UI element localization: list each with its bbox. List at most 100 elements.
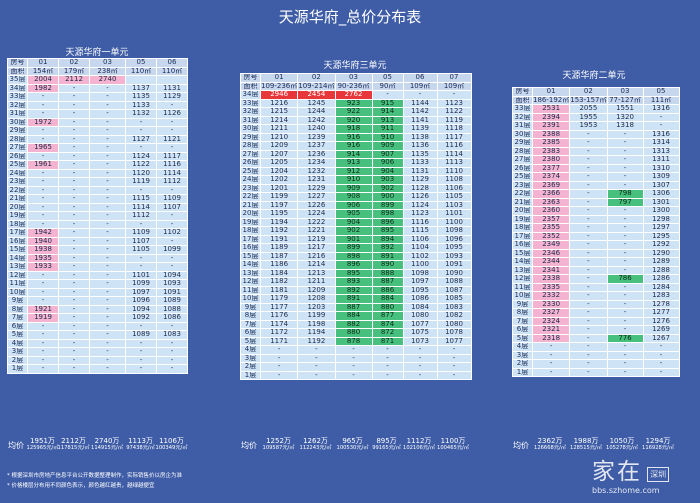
price-cell: 2377 [531, 163, 571, 173]
price-cell: 1239 [297, 132, 336, 142]
price-cell: - [58, 245, 90, 255]
price-cell: 1307 [642, 180, 680, 190]
price-cell: 910 [371, 132, 404, 142]
price-cell: 1234 [297, 158, 336, 168]
price-cell: 1204 [259, 166, 299, 176]
price-cell: 1176 [259, 311, 299, 321]
price-cell: 1091 [156, 287, 188, 297]
page-title: 天源华府_总价分布表 [278, 8, 422, 26]
avg-unit-price: 126668元/㎡ [534, 445, 566, 451]
price-cell: 2363 [531, 197, 571, 207]
price-cell: - [436, 345, 472, 355]
unit-area: 109-236㎡ [259, 81, 299, 91]
price-cell: - [89, 338, 126, 348]
price-cell: - [642, 342, 680, 352]
block-title: 天源华府一单元 [65, 48, 129, 58]
avg-label: 均价 [241, 441, 257, 450]
price-cell: 877 [371, 311, 404, 321]
avg-unit-price: 100530元/㎡ [336, 445, 369, 451]
price-cell: - [156, 143, 188, 153]
price-cell: 1098 [436, 226, 472, 236]
price-cell: 1124 [125, 151, 157, 161]
price-cell: 1202 [259, 175, 299, 185]
price-cell: 1289 [642, 257, 680, 267]
price-cell: - [569, 367, 608, 377]
price-cell: 1181 [259, 285, 299, 295]
price-cell: 909 [371, 141, 404, 151]
floor-row: 16层 1189 1217 899 892 1104 1095 [240, 243, 472, 253]
price-cell: 1313 [642, 146, 680, 156]
price-cell: 916 [334, 132, 373, 142]
price-cell: - [569, 299, 608, 309]
watermark-logo: 家在 深圳 bbs.szhome.com [592, 452, 670, 495]
avg-total: 1294万 [645, 437, 671, 445]
price-cell: 906 [371, 158, 404, 168]
price-cell: 1286 [642, 274, 680, 284]
price-cell: 895 [371, 226, 404, 236]
price-cell: - [89, 364, 126, 374]
price-cell: - [27, 194, 59, 204]
price-cell: 1953 [569, 121, 608, 131]
price-cell: 1098 [402, 268, 438, 278]
price-cell: 1084 [402, 302, 438, 312]
floor-row: 4层 - - - - - - [240, 345, 472, 355]
price-cell: 1136 [402, 141, 438, 151]
floor-row: 9层 - - -1096 1089 [7, 296, 188, 306]
price-cell: - [58, 355, 90, 365]
floor-label: 34层 [7, 83, 28, 93]
price-cell: - [606, 214, 644, 224]
price-cell: - [27, 211, 59, 221]
price-cell: 1116 [436, 141, 472, 151]
price-cell: 2380 [531, 155, 571, 165]
price-cell: 1104 [402, 243, 438, 253]
price-cell: - [569, 359, 608, 369]
avg-total: 965万 [342, 437, 363, 445]
price-cell: 1123 [402, 209, 438, 219]
price-cell: - [58, 143, 90, 153]
floor-label: 6层 [7, 321, 28, 331]
price-cell: 1192 [259, 226, 299, 236]
price-cell: - [58, 304, 90, 314]
price-cell: - [606, 359, 644, 369]
price-cell: 1276 [642, 316, 680, 326]
floor-row: 20层 1195 1224 905 898 1123 1101 [240, 209, 472, 219]
floor-label: 30层 [240, 124, 261, 134]
price-cell: 915 [371, 98, 404, 108]
price-cell: 910 [334, 175, 373, 185]
avg-total: 2362万 [537, 437, 563, 445]
price-cell: - [125, 321, 157, 331]
floor-label: 2层 [240, 362, 261, 372]
price-cell: 1216 [259, 98, 299, 108]
unit-number: 03 [89, 58, 126, 68]
floor-row: 31层 1214 1242 920 913 1141 1119 [240, 115, 472, 125]
price-cell: - [58, 321, 90, 331]
price-cell: 776 [606, 333, 644, 343]
floor-label: 31层 [7, 109, 28, 119]
floor-label: 30层 [7, 117, 28, 127]
price-cell: 1088 [156, 304, 188, 314]
price-cell: 1106 [402, 234, 438, 244]
price-cell: - [58, 279, 90, 289]
price-cell: 1124 [402, 200, 438, 210]
price-cell: - [606, 155, 644, 165]
price-cell: - [89, 253, 126, 263]
price-cell: 874 [371, 319, 404, 329]
price-cell: 1090 [436, 268, 472, 278]
price-cell: 1222 [297, 217, 336, 227]
avg-total: 1988万 [573, 437, 599, 445]
floor-row: 17层 1942- -1109 1102 [7, 228, 188, 238]
price-cell: 1972 [27, 117, 59, 127]
unit-area: 90-236㎡ [334, 81, 373, 91]
price-cell: - [569, 214, 608, 224]
price-cell: 2388 [531, 129, 571, 139]
price-cell: - [606, 172, 644, 182]
price-cell: 1101 [436, 209, 472, 219]
avg-price: 2112万 117815元/㎡ [54, 438, 93, 452]
unit-area: 154㎡ [27, 66, 59, 76]
watermark-url: bbs.szhome.com [592, 486, 660, 495]
price-cell: 2391 [531, 121, 571, 131]
floor-label: 13层 [7, 262, 28, 272]
floor-label: 3层 [512, 350, 533, 360]
avg-unit-price: 128515元/㎡ [570, 445, 602, 451]
price-cell: 1172 [259, 328, 299, 338]
